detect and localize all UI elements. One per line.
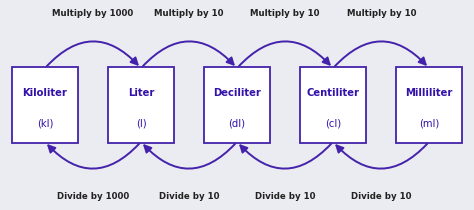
Text: Divide by 10: Divide by 10 (158, 192, 219, 201)
Text: Multiply by 10: Multiply by 10 (346, 9, 416, 18)
FancyBboxPatch shape (204, 67, 270, 143)
Text: (kl): (kl) (37, 118, 53, 128)
Text: Divide by 10: Divide by 10 (351, 192, 411, 201)
FancyBboxPatch shape (396, 67, 462, 143)
FancyBboxPatch shape (300, 67, 366, 143)
Text: Milliliter: Milliliter (405, 88, 453, 98)
FancyBboxPatch shape (108, 67, 174, 143)
Text: Deciliter: Deciliter (213, 88, 261, 98)
Text: (cl): (cl) (325, 118, 341, 128)
Text: (ml): (ml) (419, 118, 439, 128)
FancyBboxPatch shape (12, 67, 78, 143)
Text: Centiliter: Centiliter (307, 88, 360, 98)
Text: (l): (l) (136, 118, 146, 128)
Text: Multiply by 10: Multiply by 10 (250, 9, 319, 18)
Text: Divide by 1000: Divide by 1000 (56, 192, 129, 201)
Text: Kiloliter: Kiloliter (22, 88, 67, 98)
Text: (dl): (dl) (228, 118, 246, 128)
Text: Divide by 10: Divide by 10 (255, 192, 315, 201)
Text: Multiply by 1000: Multiply by 1000 (52, 9, 133, 18)
Text: Multiply by 10: Multiply by 10 (154, 9, 224, 18)
Text: Liter: Liter (128, 88, 154, 98)
